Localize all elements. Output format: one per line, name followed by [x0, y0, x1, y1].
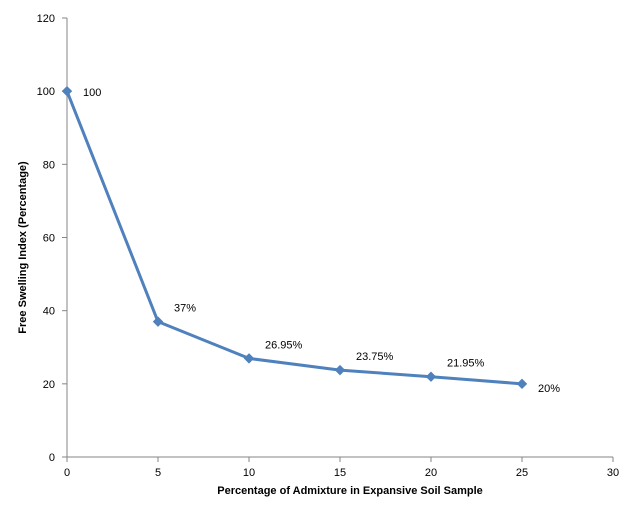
x-tick-label: 15 [334, 467, 346, 479]
data-label: 100 [83, 87, 101, 99]
data-label: 23.75% [356, 351, 394, 363]
x-tick-label: 5 [155, 467, 161, 479]
axes [62, 17, 614, 462]
data-point-marker [152, 316, 164, 327]
x-tick-label: 20 [425, 467, 437, 479]
y-tick-label: 120 [37, 13, 55, 25]
x-tick-label: 25 [516, 467, 528, 479]
x-axis-title: Percentage of Admixture in Expansive Soi… [217, 485, 483, 497]
data-labels: 100 37% 26.95% 23.75% 21.95% 20% [83, 87, 560, 395]
data-label: 20% [538, 383, 560, 395]
y-tick-label: 80 [43, 159, 55, 171]
y-tick-label: 60 [43, 233, 55, 245]
data-point-marker [334, 364, 346, 376]
data-label: 21.95% [447, 358, 485, 370]
x-tick-label: 10 [243, 467, 255, 479]
series-line-path [65, 90, 523, 386]
data-point-marker [425, 371, 437, 382]
y-tick-label: 100 [37, 86, 55, 98]
data-label: 26.95% [265, 339, 303, 351]
data-point-marker [61, 85, 73, 97]
x-tick-label: 0 [64, 467, 70, 479]
series-line [61, 85, 528, 390]
x-tick-label: 30 [607, 467, 619, 479]
y-axis-title: Free Swelling Index (Percentage) [17, 161, 29, 334]
tick-labels: 0 20 40 60 80 100 120 0 5 10 15 20 25 30 [37, 13, 619, 479]
data-point-marker [516, 378, 528, 390]
data-point-marker [243, 353, 255, 364]
y-tick-label: 40 [43, 306, 55, 318]
data-label: 37% [174, 303, 196, 315]
y-tick-label: 0 [49, 452, 55, 464]
y-tick-label: 20 [43, 379, 55, 391]
